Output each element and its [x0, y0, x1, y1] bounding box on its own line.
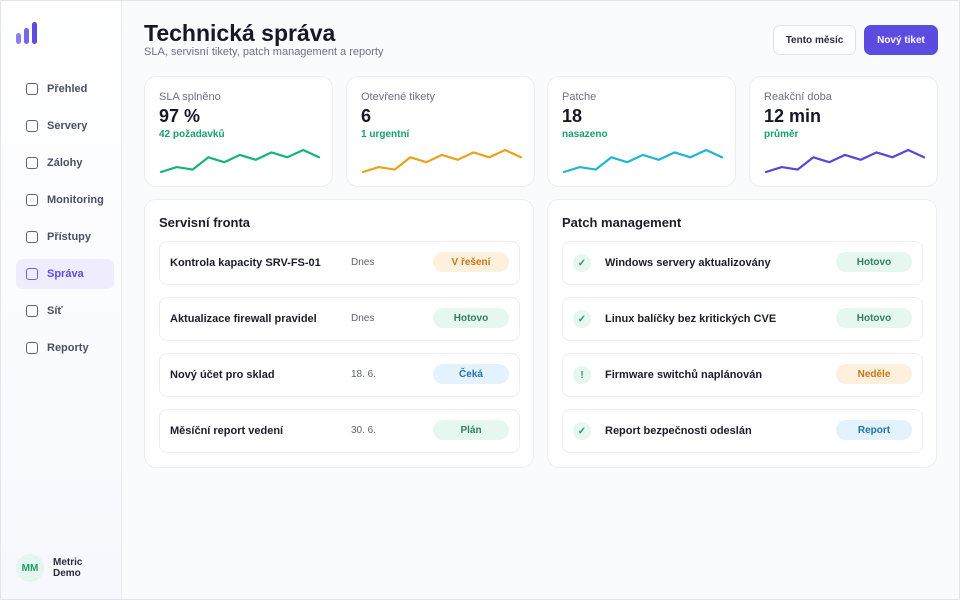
- check-icon: ✓: [573, 310, 591, 328]
- page-title: Technická správa: [144, 20, 336, 46]
- kpi-label: Reakční doba: [764, 91, 832, 103]
- warning-icon: !: [573, 366, 591, 384]
- check-icon: ✓: [573, 422, 591, 440]
- list-item[interactable]: ✓ Linux balíčky bez kritických CVE Hotov…: [562, 297, 923, 341]
- kpi-value: 97 %: [159, 106, 201, 126]
- patch-title: Windows servery aktualizovány: [605, 257, 771, 269]
- ticket-date: 30. 6.: [351, 425, 377, 436]
- sidebar-item-sit[interactable]: Síť: [16, 296, 114, 326]
- status-badge: Neděle: [836, 364, 912, 384]
- square-icon: [26, 120, 38, 132]
- kpi-note: průměr: [764, 129, 799, 140]
- list-item[interactable]: ! Firmware switchů naplánován Neděle: [562, 353, 923, 397]
- sidebar-item-label: Servery: [47, 120, 88, 132]
- sparkline-series: [562, 148, 724, 174]
- square-icon: [26, 268, 38, 280]
- page-subtitle: SLA, servisní tikety, patch management a…: [144, 46, 384, 58]
- avatar: MM: [16, 554, 44, 582]
- kpi-card-patches: Patche 18 nasazeno: [547, 76, 736, 187]
- patch-title: Linux balíčky bez kritických CVE: [605, 313, 777, 325]
- status-badge: Hotovo: [836, 308, 912, 328]
- sparkline-series: [159, 148, 321, 174]
- kpi-label: Otevřené tikety: [361, 91, 435, 103]
- patch-management-panel: Patch management ✓ Windows servery aktua…: [547, 199, 937, 468]
- kpi-label: SLA splněno: [159, 91, 221, 103]
- user-name: Metric Demo: [53, 557, 83, 579]
- sidebar: Přehled Servery Zálohy Monitoring Přístu…: [1, 1, 122, 599]
- square-icon: [26, 83, 38, 95]
- sidebar-item-label: Přístupy: [47, 231, 92, 243]
- table-row[interactable]: Nový účet pro sklad 18. 6. Čeká: [159, 353, 520, 397]
- sidebar-item-servery[interactable]: Servery: [16, 111, 114, 141]
- sparkline-series: [361, 148, 523, 174]
- sparkline-chart: [562, 148, 724, 174]
- square-icon: [26, 194, 38, 206]
- sidebar-item-monitoring[interactable]: Monitoring: [16, 185, 114, 215]
- square-icon: [26, 157, 38, 169]
- sidebar-item-label: Monitoring: [47, 194, 104, 206]
- sidebar-item-zalohy[interactable]: Zálohy: [16, 148, 114, 178]
- sidebar-item-sprava[interactable]: Správa: [16, 259, 114, 289]
- kpi-note: 1 urgentní: [361, 129, 410, 140]
- sidebar-item-label: Síť: [47, 305, 63, 317]
- ticket-title: Aktualizace firewall pravidel: [170, 313, 317, 325]
- user-profile[interactable]: MM Metric Demo: [16, 554, 93, 582]
- check-icon: ✓: [573, 254, 591, 272]
- logo-icon[interactable]: [16, 22, 38, 44]
- kpi-note: 42 požadavků: [159, 129, 225, 140]
- sidebar-item-prehled[interactable]: Přehled: [16, 74, 114, 104]
- kpi-label: Patche: [562, 91, 597, 103]
- sidebar-item-label: Správa: [47, 268, 84, 280]
- period-filter-button[interactable]: Tento měsíc: [773, 25, 856, 55]
- sparkline-series: [764, 148, 926, 174]
- kpi-value: 12 min: [764, 106, 822, 126]
- ticket-title: Nový účet pro sklad: [170, 369, 275, 381]
- square-icon: [26, 305, 38, 317]
- sidebar-item-reporty[interactable]: Reporty: [16, 333, 114, 363]
- square-icon: [26, 342, 38, 354]
- table-row[interactable]: Kontrola kapacity SRV-FS-01 Dnes V řešen…: [159, 241, 520, 285]
- sparkline-chart: [764, 148, 926, 174]
- status-badge: Čeká: [433, 364, 509, 384]
- sidebar-item-label: Přehled: [47, 83, 88, 95]
- patch-title: Report bezpečnosti odeslán: [605, 425, 752, 437]
- status-badge: Hotovo: [433, 308, 509, 328]
- status-badge: Hotovo: [836, 252, 912, 272]
- status-badge: V řešení: [433, 252, 509, 272]
- table-row[interactable]: Aktualizace firewall pravidel Dnes Hotov…: [159, 297, 520, 341]
- ticket-date: Dnes: [351, 257, 375, 268]
- panel-title: Servisní fronta: [159, 215, 251, 230]
- sidebar-item-label: Zálohy: [47, 157, 83, 169]
- status-badge: Plán: [433, 420, 509, 440]
- ticket-date: 18. 6.: [351, 369, 377, 380]
- kpi-card-response-time: Reakční doba 12 min průměr: [749, 76, 938, 187]
- kpi-note: nasazeno: [562, 129, 608, 140]
- sidebar-nav: Přehled Servery Zálohy Monitoring Přístu…: [16, 74, 114, 370]
- status-badge: Report: [836, 420, 912, 440]
- new-ticket-button[interactable]: Nový tiket: [864, 25, 938, 55]
- kpi-value: 18: [562, 106, 583, 126]
- square-icon: [26, 231, 38, 243]
- list-item[interactable]: ✓ Report bezpečnosti odeslán Report: [562, 409, 923, 453]
- list-item[interactable]: ✓ Windows servery aktualizovány Hotovo: [562, 241, 923, 285]
- ticket-title: Měsíční report vedení: [170, 425, 284, 437]
- kpi-card-sla: SLA splněno 97 % 42 požadavků: [144, 76, 333, 187]
- kpi-value: 6: [361, 106, 372, 126]
- ticket-title: Kontrola kapacity SRV-FS-01: [170, 257, 321, 269]
- sidebar-item-pristupy[interactable]: Přístupy: [16, 222, 114, 252]
- service-queue-panel: Servisní fronta Kontrola kapacity SRV-FS…: [144, 199, 534, 468]
- sparkline-chart: [361, 148, 523, 174]
- table-row[interactable]: Měsíční report vedení 30. 6. Plán: [159, 409, 520, 453]
- kpi-card-open-tickets: Otevřené tikety 6 1 urgentní: [346, 76, 535, 187]
- patch-title: Firmware switchů naplánován: [605, 369, 763, 381]
- sidebar-item-label: Reporty: [47, 342, 89, 354]
- ticket-date: Dnes: [351, 313, 375, 324]
- sparkline-chart: [159, 148, 321, 174]
- panel-title: Patch management: [562, 215, 682, 230]
